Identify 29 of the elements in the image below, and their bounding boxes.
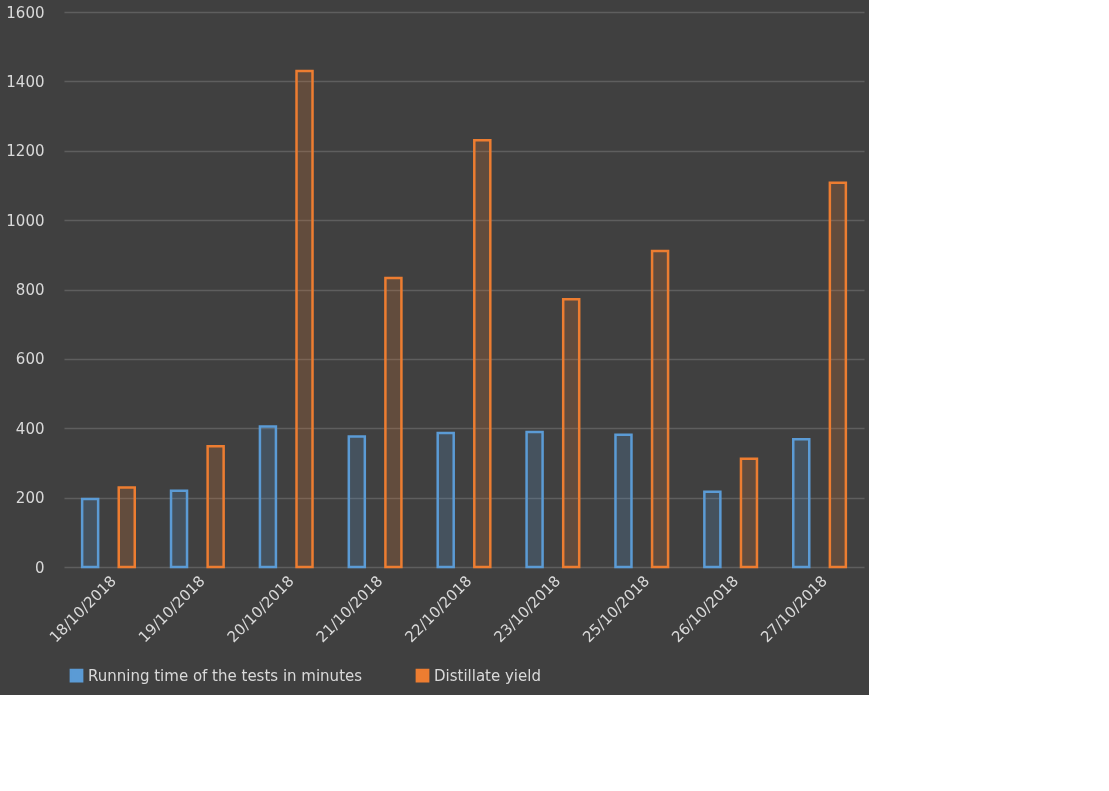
bar bbox=[525, 430, 544, 569]
bar bbox=[80, 497, 100, 569]
bar bbox=[703, 490, 722, 569]
y-tick-label: 800 bbox=[15, 281, 45, 299]
y-tick-label: 600 bbox=[15, 350, 45, 369]
bar bbox=[436, 431, 455, 569]
y-tick-label: 1600 bbox=[6, 3, 45, 22]
y-tick-label: 1200 bbox=[6, 142, 45, 161]
bar bbox=[117, 486, 136, 569]
bar bbox=[347, 435, 367, 569]
bar bbox=[295, 69, 314, 569]
bar bbox=[650, 249, 670, 569]
bar bbox=[828, 181, 848, 569]
y-tick-label: 1000 bbox=[6, 211, 45, 230]
bar bbox=[614, 433, 633, 569]
bar bbox=[206, 445, 225, 569]
y-tick-label: 200 bbox=[15, 489, 45, 508]
y-tick-label: 1400 bbox=[6, 72, 45, 91]
legend-label: Running time of the tests in minutes bbox=[88, 666, 363, 685]
bar bbox=[258, 425, 278, 569]
y-tick-label: 0 bbox=[34, 558, 45, 577]
bar bbox=[561, 297, 581, 569]
bar bbox=[792, 438, 811, 569]
bar bbox=[384, 276, 403, 569]
bar bbox=[169, 489, 189, 569]
legend-label: Distillate yield bbox=[434, 666, 541, 685]
bar bbox=[473, 139, 492, 569]
bar bbox=[739, 457, 759, 569]
y-tick-label: 400 bbox=[15, 419, 45, 438]
